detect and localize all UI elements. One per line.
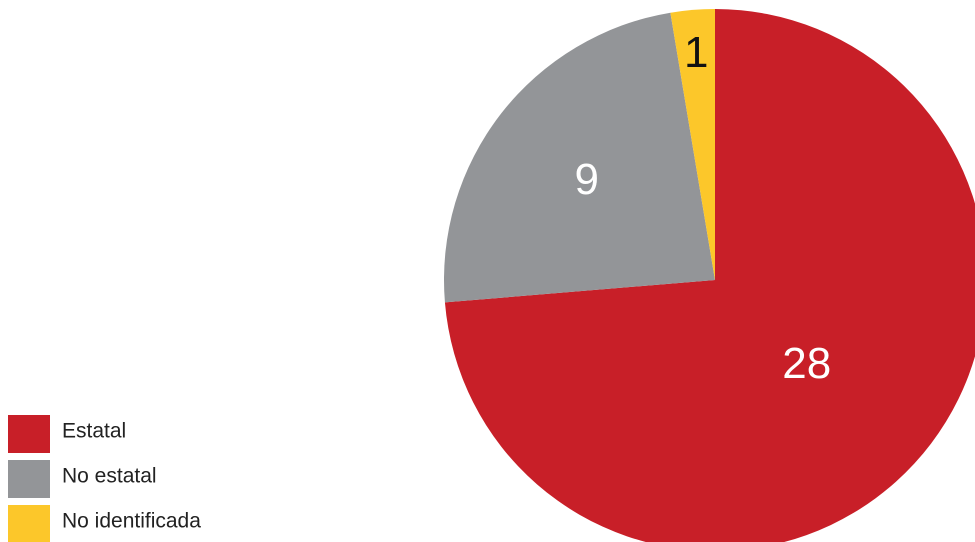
pie-slice <box>444 9 975 542</box>
legend-label: Estatal <box>62 420 126 443</box>
data-label: 28 <box>782 339 831 388</box>
legend-swatch <box>8 460 50 498</box>
pie-slice <box>444 12 715 303</box>
data-label: 1 <box>684 28 708 77</box>
pie-slice <box>670 9 715 280</box>
legend-label: No identificada <box>62 510 201 533</box>
legend-swatch <box>8 415 50 453</box>
data-label: 9 <box>574 155 598 204</box>
legend-label: No estatal <box>62 465 157 488</box>
legend-swatch <box>8 505 50 542</box>
